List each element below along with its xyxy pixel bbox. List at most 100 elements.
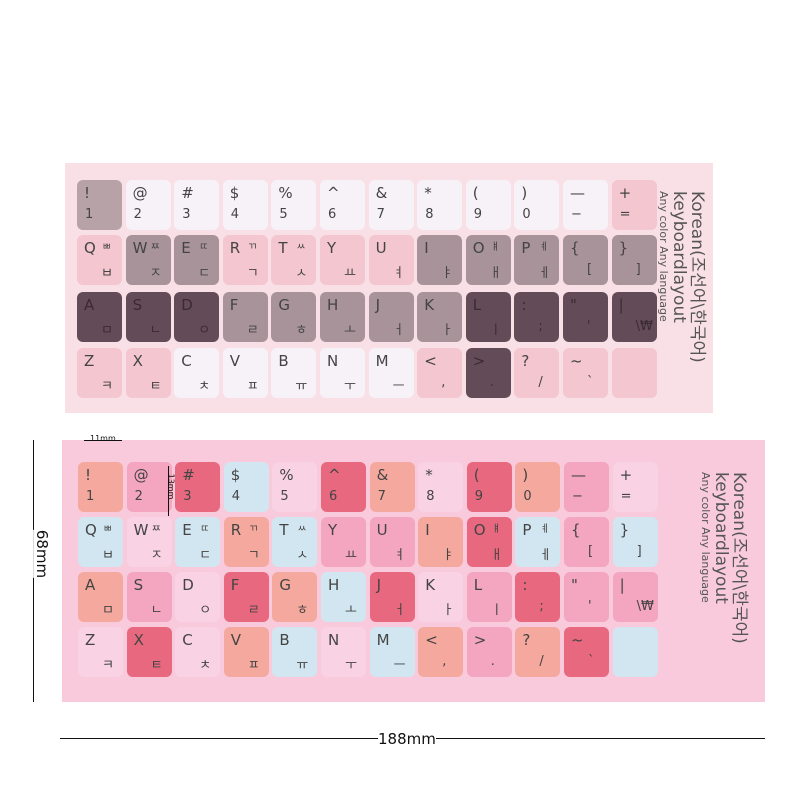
key-main-char: :: [522, 576, 528, 594]
key-sticker: [611, 348, 657, 398]
key-sticker: $4: [222, 180, 268, 230]
sticker-sheet-muted: Korean(조선어\한국어) keyboardlayout Any color…: [65, 163, 713, 413]
key-sub-char: ㄱ: [247, 548, 260, 563]
key-shift-hangul: ㄸ: [200, 524, 210, 535]
key-main-char: L: [472, 296, 482, 314]
label-subtitle: keyboardlayout: [711, 472, 732, 604]
key-sub-char: ㅡ: [393, 658, 406, 673]
key-sub-char: /: [538, 375, 543, 390]
key-sub-char: ㅏ: [442, 603, 455, 618]
key-sticker: | \₩: [612, 572, 658, 622]
key-height-dimension: 13mm: [166, 473, 176, 500]
key-sub-char: ㅋ: [102, 658, 114, 673]
key-sticker: + =: [612, 462, 658, 512]
key-main-char: E: [181, 239, 191, 257]
key-main-char: }: [619, 521, 630, 539]
key-main-char: G: [279, 576, 292, 594]
key-sub-char: ㅜ: [345, 658, 357, 673]
key-sub-char: ㅏ: [441, 323, 454, 338]
key-shift-hangul: ㅆ: [296, 242, 306, 253]
key-sub-char: .: [490, 654, 495, 669]
key-main-char: O: [473, 521, 486, 539]
key-main-char: R: [229, 239, 241, 257]
key-shift-hangul: ㅉ: [150, 242, 160, 253]
key-sticker: ? /: [514, 348, 560, 398]
key-main-char: (: [473, 466, 480, 484]
key-sub-char: ㅁ: [102, 603, 114, 618]
key-main-char: U: [375, 239, 387, 257]
key-sub-char: \₩: [636, 599, 654, 614]
key-sub-char: 0: [523, 489, 532, 504]
key-main-char: ": [570, 296, 577, 314]
key-sticker: >.: [466, 627, 512, 677]
key-sub-char: ': [588, 599, 592, 614]
key-sub-char: 9: [473, 207, 483, 222]
key-main-char: H: [328, 576, 340, 594]
key-main-char: L: [473, 576, 483, 594]
key-sub-char: 6: [328, 207, 337, 222]
key-main-char: |: [619, 576, 625, 594]
key-sub-char: 5: [280, 489, 289, 504]
key-sticker: — −: [564, 462, 609, 512]
key-main-char: G: [278, 296, 291, 314]
key-main-char: K: [425, 576, 436, 594]
key-main-char: U: [376, 521, 388, 539]
key-sub-char: ㄴ: [150, 603, 163, 618]
key-sticker: + =: [611, 180, 657, 230]
key-shift-hangul: ㄲ: [248, 524, 258, 535]
key-sub-char: ㅌ: [149, 379, 162, 394]
key-sticker: (9: [465, 180, 511, 230]
key-main-char: —: [570, 184, 585, 202]
key-sub-char: ㅣ: [490, 603, 503, 618]
key-sub-char: ㅓ: [392, 323, 405, 338]
key-main-char: B: [279, 631, 290, 649]
key-sub-char: 2: [134, 489, 143, 504]
key-sub-char: 4: [230, 207, 240, 222]
key-main-char: W: [132, 239, 148, 257]
key-sub-char: ㅕ: [392, 266, 405, 281]
key-main-char: S: [133, 576, 144, 594]
key-main-char: D: [182, 576, 194, 594]
key-main-char: Y: [328, 521, 338, 539]
key-sub-char: ,: [441, 375, 446, 390]
key-sub-char: ': [587, 319, 591, 334]
key-sticker: ) 0: [515, 462, 561, 512]
key-sub-char: 2: [133, 207, 142, 222]
key-main-char: X: [133, 631, 144, 649]
key-sub-char: ㅔ: [538, 266, 551, 281]
key-main-char: {: [571, 521, 581, 539]
key-sub-char: 1: [85, 207, 94, 222]
sheet-label: Korean(조선어\한국어) keyboardlayout Any color…: [657, 191, 707, 363]
key-sub-char: [: [587, 262, 593, 277]
key-sticker: ~ `: [563, 348, 608, 398]
key-sub-char: 7: [377, 489, 386, 504]
key-sub-char: ㅔ: [539, 548, 552, 563]
label-title: Korean(조선어\한국어): [687, 191, 707, 363]
key-sub-char: ㅍ: [246, 379, 259, 394]
key-sub-char: −: [571, 207, 582, 222]
key-main-char: (: [472, 184, 479, 202]
key-sub-char: .: [489, 375, 494, 390]
key-main-char: #: [181, 184, 194, 202]
label-title: Korean(조선어\한국어): [729, 472, 749, 644]
key-sub-char: ㅅ: [295, 266, 308, 281]
key-sub-char: 6: [329, 489, 338, 504]
